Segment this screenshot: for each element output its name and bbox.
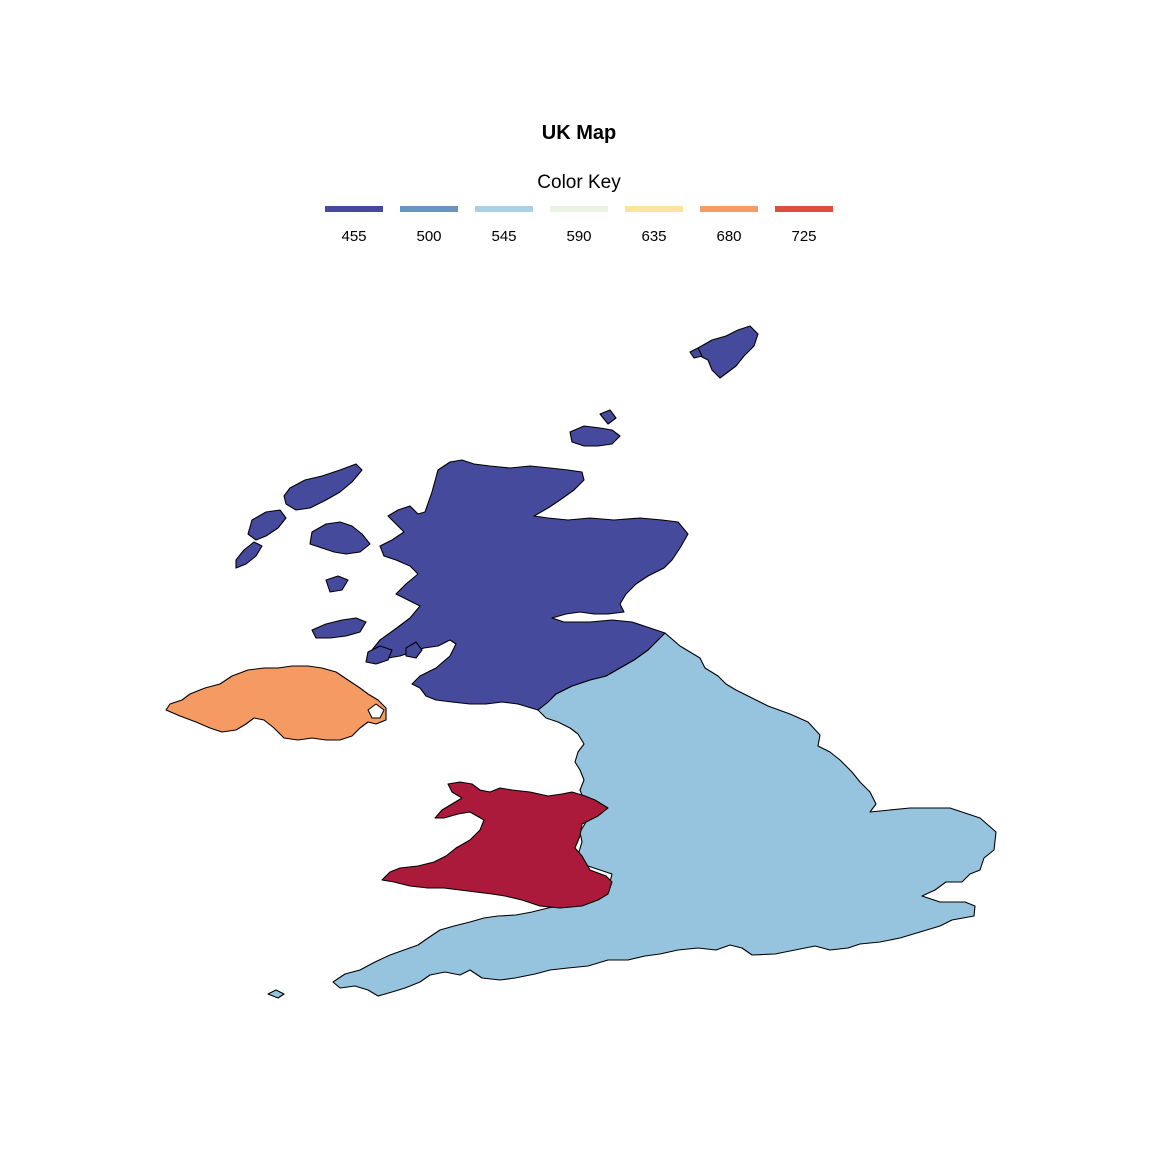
island-harris — [247, 509, 287, 541]
legend-item: 545 — [475, 206, 533, 246]
legend-swatch — [400, 206, 458, 212]
island-mull — [311, 617, 367, 639]
legend-item: 500 — [400, 206, 458, 246]
map-title: UK Map — [541, 122, 617, 144]
island-orkney — [569, 425, 621, 447]
lake-neagh — [367, 703, 385, 719]
legend-item: 635 — [625, 206, 683, 246]
legend-label: 500 — [416, 228, 442, 245]
island-skye — [309, 521, 371, 555]
region-northern-ireland — [165, 665, 387, 741]
legend-swatch — [625, 206, 683, 212]
legend-label: 725 — [791, 228, 817, 245]
legend-item: 680 — [700, 206, 758, 246]
island-uist — [235, 541, 263, 569]
legend-label: 545 — [491, 228, 517, 245]
island-shetland — [697, 325, 759, 379]
island-scilly — [267, 989, 285, 999]
island-arran — [405, 641, 423, 659]
legend-title: Color Key — [537, 172, 621, 193]
legend-swatch — [475, 206, 533, 212]
island-rum — [325, 575, 349, 593]
island-islay — [365, 645, 393, 665]
region-scotland — [367, 459, 689, 711]
legend-swatch — [550, 206, 608, 212]
legend-label: 455 — [341, 228, 367, 245]
legend-item: 725 — [775, 206, 833, 246]
color-key-legend: 455 500 545 590 635 680 725 — [325, 206, 850, 246]
legend-swatch — [700, 206, 758, 212]
legend-item: 590 — [550, 206, 608, 246]
region-wales — [381, 781, 613, 909]
island-orkney-north — [599, 409, 617, 425]
legend-label: 680 — [716, 228, 742, 245]
legend-swatch — [325, 206, 383, 212]
legend-item: 455 — [325, 206, 383, 246]
legend-label: 590 — [566, 228, 592, 245]
legend-swatch — [775, 206, 833, 212]
legend-label: 635 — [641, 228, 667, 245]
island-lewis — [283, 463, 363, 511]
island-shetland-west — [689, 347, 703, 359]
